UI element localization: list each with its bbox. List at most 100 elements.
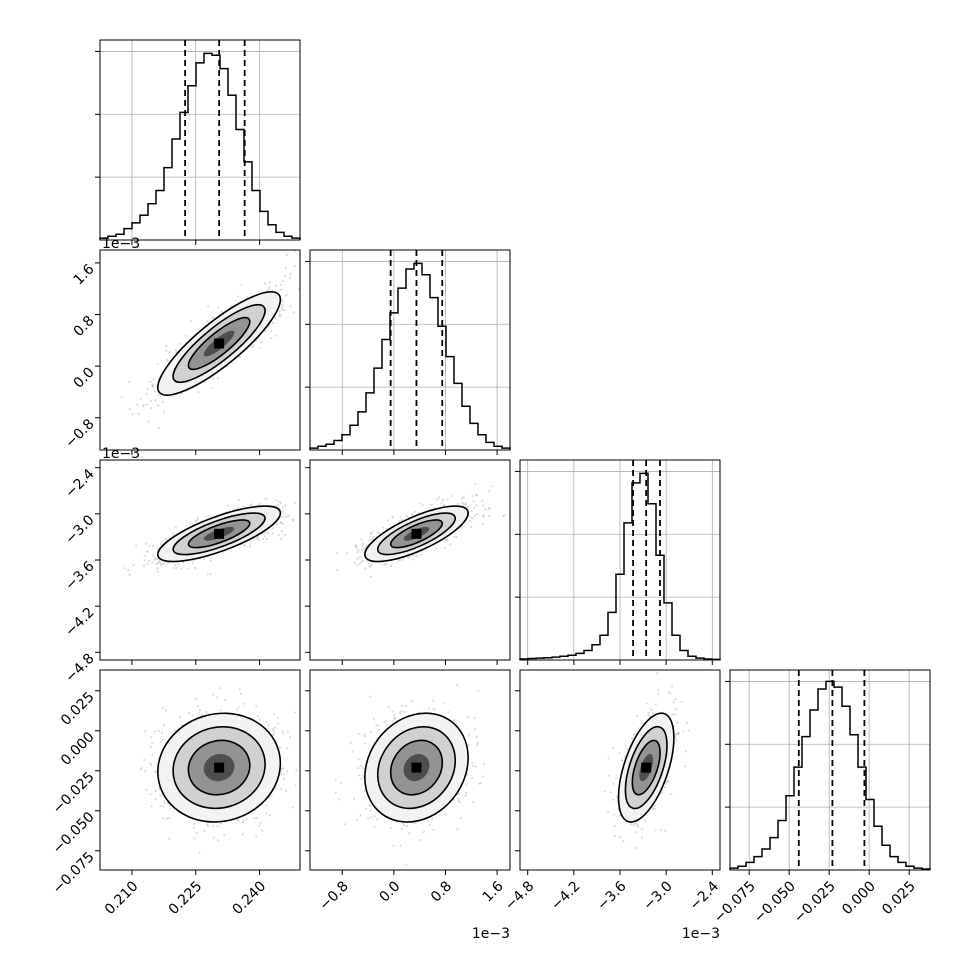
scatter-point xyxy=(414,821,417,825)
scatter-point xyxy=(219,822,223,825)
scatter-point xyxy=(482,504,485,507)
scatter-point xyxy=(276,503,279,506)
scatter-point xyxy=(472,764,475,767)
scatter-point xyxy=(286,747,289,750)
scatter-point xyxy=(129,408,132,411)
scatter-point xyxy=(385,719,388,723)
scatter-point xyxy=(455,683,459,687)
scatter-point xyxy=(369,809,372,812)
scatter-point xyxy=(145,392,148,396)
scatter-point xyxy=(281,305,284,308)
scatter-point xyxy=(397,558,400,562)
scatter-point xyxy=(190,320,193,323)
scatter-point xyxy=(174,526,177,529)
scatter-point xyxy=(281,299,284,302)
scatter-point xyxy=(371,538,374,541)
scatter-point xyxy=(270,337,273,340)
scatter-point xyxy=(295,769,298,772)
scatter-point xyxy=(275,334,278,337)
scatter-point xyxy=(260,341,263,344)
scatter-point xyxy=(364,735,367,738)
scatter-point xyxy=(442,498,445,501)
scatter-point xyxy=(269,330,272,333)
scatter-point xyxy=(255,537,258,540)
scatter-point xyxy=(373,717,376,721)
scatter-point xyxy=(377,728,380,731)
panels-layer xyxy=(95,39,931,875)
scatter-point xyxy=(402,824,406,827)
scatter-point xyxy=(667,691,670,694)
scatter-point xyxy=(373,815,376,818)
panel-frame xyxy=(99,249,301,451)
scatter-point xyxy=(440,502,443,505)
scatter-point xyxy=(282,505,285,509)
scatter-point xyxy=(415,555,418,558)
scatter-point xyxy=(216,696,219,699)
scatter-point xyxy=(365,559,368,563)
scatter-point xyxy=(369,804,372,808)
scatter-point xyxy=(256,816,259,820)
scatter-point xyxy=(356,551,359,554)
scatter-point xyxy=(292,311,295,314)
scatter-point xyxy=(266,532,269,535)
scatter-point xyxy=(687,729,690,732)
scatter-point xyxy=(272,532,275,535)
scatter-point xyxy=(676,721,679,725)
scatter-point xyxy=(229,304,233,307)
scatter-point xyxy=(265,720,268,723)
scatter-point xyxy=(245,818,248,821)
scatter-point xyxy=(136,403,139,406)
scatter-point xyxy=(431,817,434,821)
scatter-point xyxy=(400,710,403,713)
scatter-point xyxy=(481,499,484,502)
scatter-point xyxy=(159,804,162,807)
scatter-point xyxy=(184,334,187,337)
scatter-point xyxy=(267,724,270,727)
scatter-point xyxy=(634,846,637,850)
scatter-point xyxy=(213,316,216,319)
scatter-point xyxy=(488,507,491,510)
scatter-point xyxy=(192,826,195,829)
scatter-point xyxy=(165,349,168,352)
scatter-point xyxy=(464,794,467,797)
scatter-point xyxy=(250,346,254,349)
scatter-point xyxy=(146,387,149,390)
panel-frame xyxy=(99,669,301,871)
scatter-point xyxy=(148,559,151,562)
scatter-point xyxy=(281,308,284,311)
scatter-point xyxy=(364,567,367,570)
scatter-point xyxy=(146,550,149,553)
scatter-point xyxy=(453,535,456,539)
scatter-point xyxy=(157,729,160,732)
scatter-point xyxy=(269,814,272,817)
scatter-point xyxy=(468,519,471,522)
scatter-point xyxy=(482,514,485,517)
scatter-point xyxy=(297,287,300,290)
scatter-point xyxy=(274,317,277,320)
scatter-point xyxy=(363,789,366,793)
scatter-point xyxy=(288,276,292,280)
scatter-point xyxy=(235,708,238,711)
panel-content xyxy=(334,683,486,867)
scatter-point xyxy=(272,729,275,732)
scatter-point xyxy=(487,490,491,493)
scatter-point xyxy=(473,717,476,720)
scatter-point xyxy=(464,503,467,506)
scatter-point xyxy=(334,779,337,782)
scatter-point xyxy=(275,787,278,791)
scatter-point xyxy=(161,540,164,543)
scatter-point xyxy=(377,724,380,727)
scatter-point xyxy=(268,285,271,289)
scatter-point xyxy=(257,536,260,539)
scatter-point xyxy=(149,407,152,410)
pair-panel-0-3 xyxy=(95,669,301,875)
scatter-point xyxy=(157,362,160,365)
scatter-point xyxy=(491,485,494,488)
scatter-point xyxy=(216,377,219,380)
scatter-point xyxy=(278,500,281,504)
scatter-point xyxy=(437,496,441,499)
scatter-point xyxy=(285,789,288,793)
scatter-point xyxy=(146,562,149,565)
panel-background xyxy=(730,670,930,870)
scatter-point xyxy=(467,744,470,747)
